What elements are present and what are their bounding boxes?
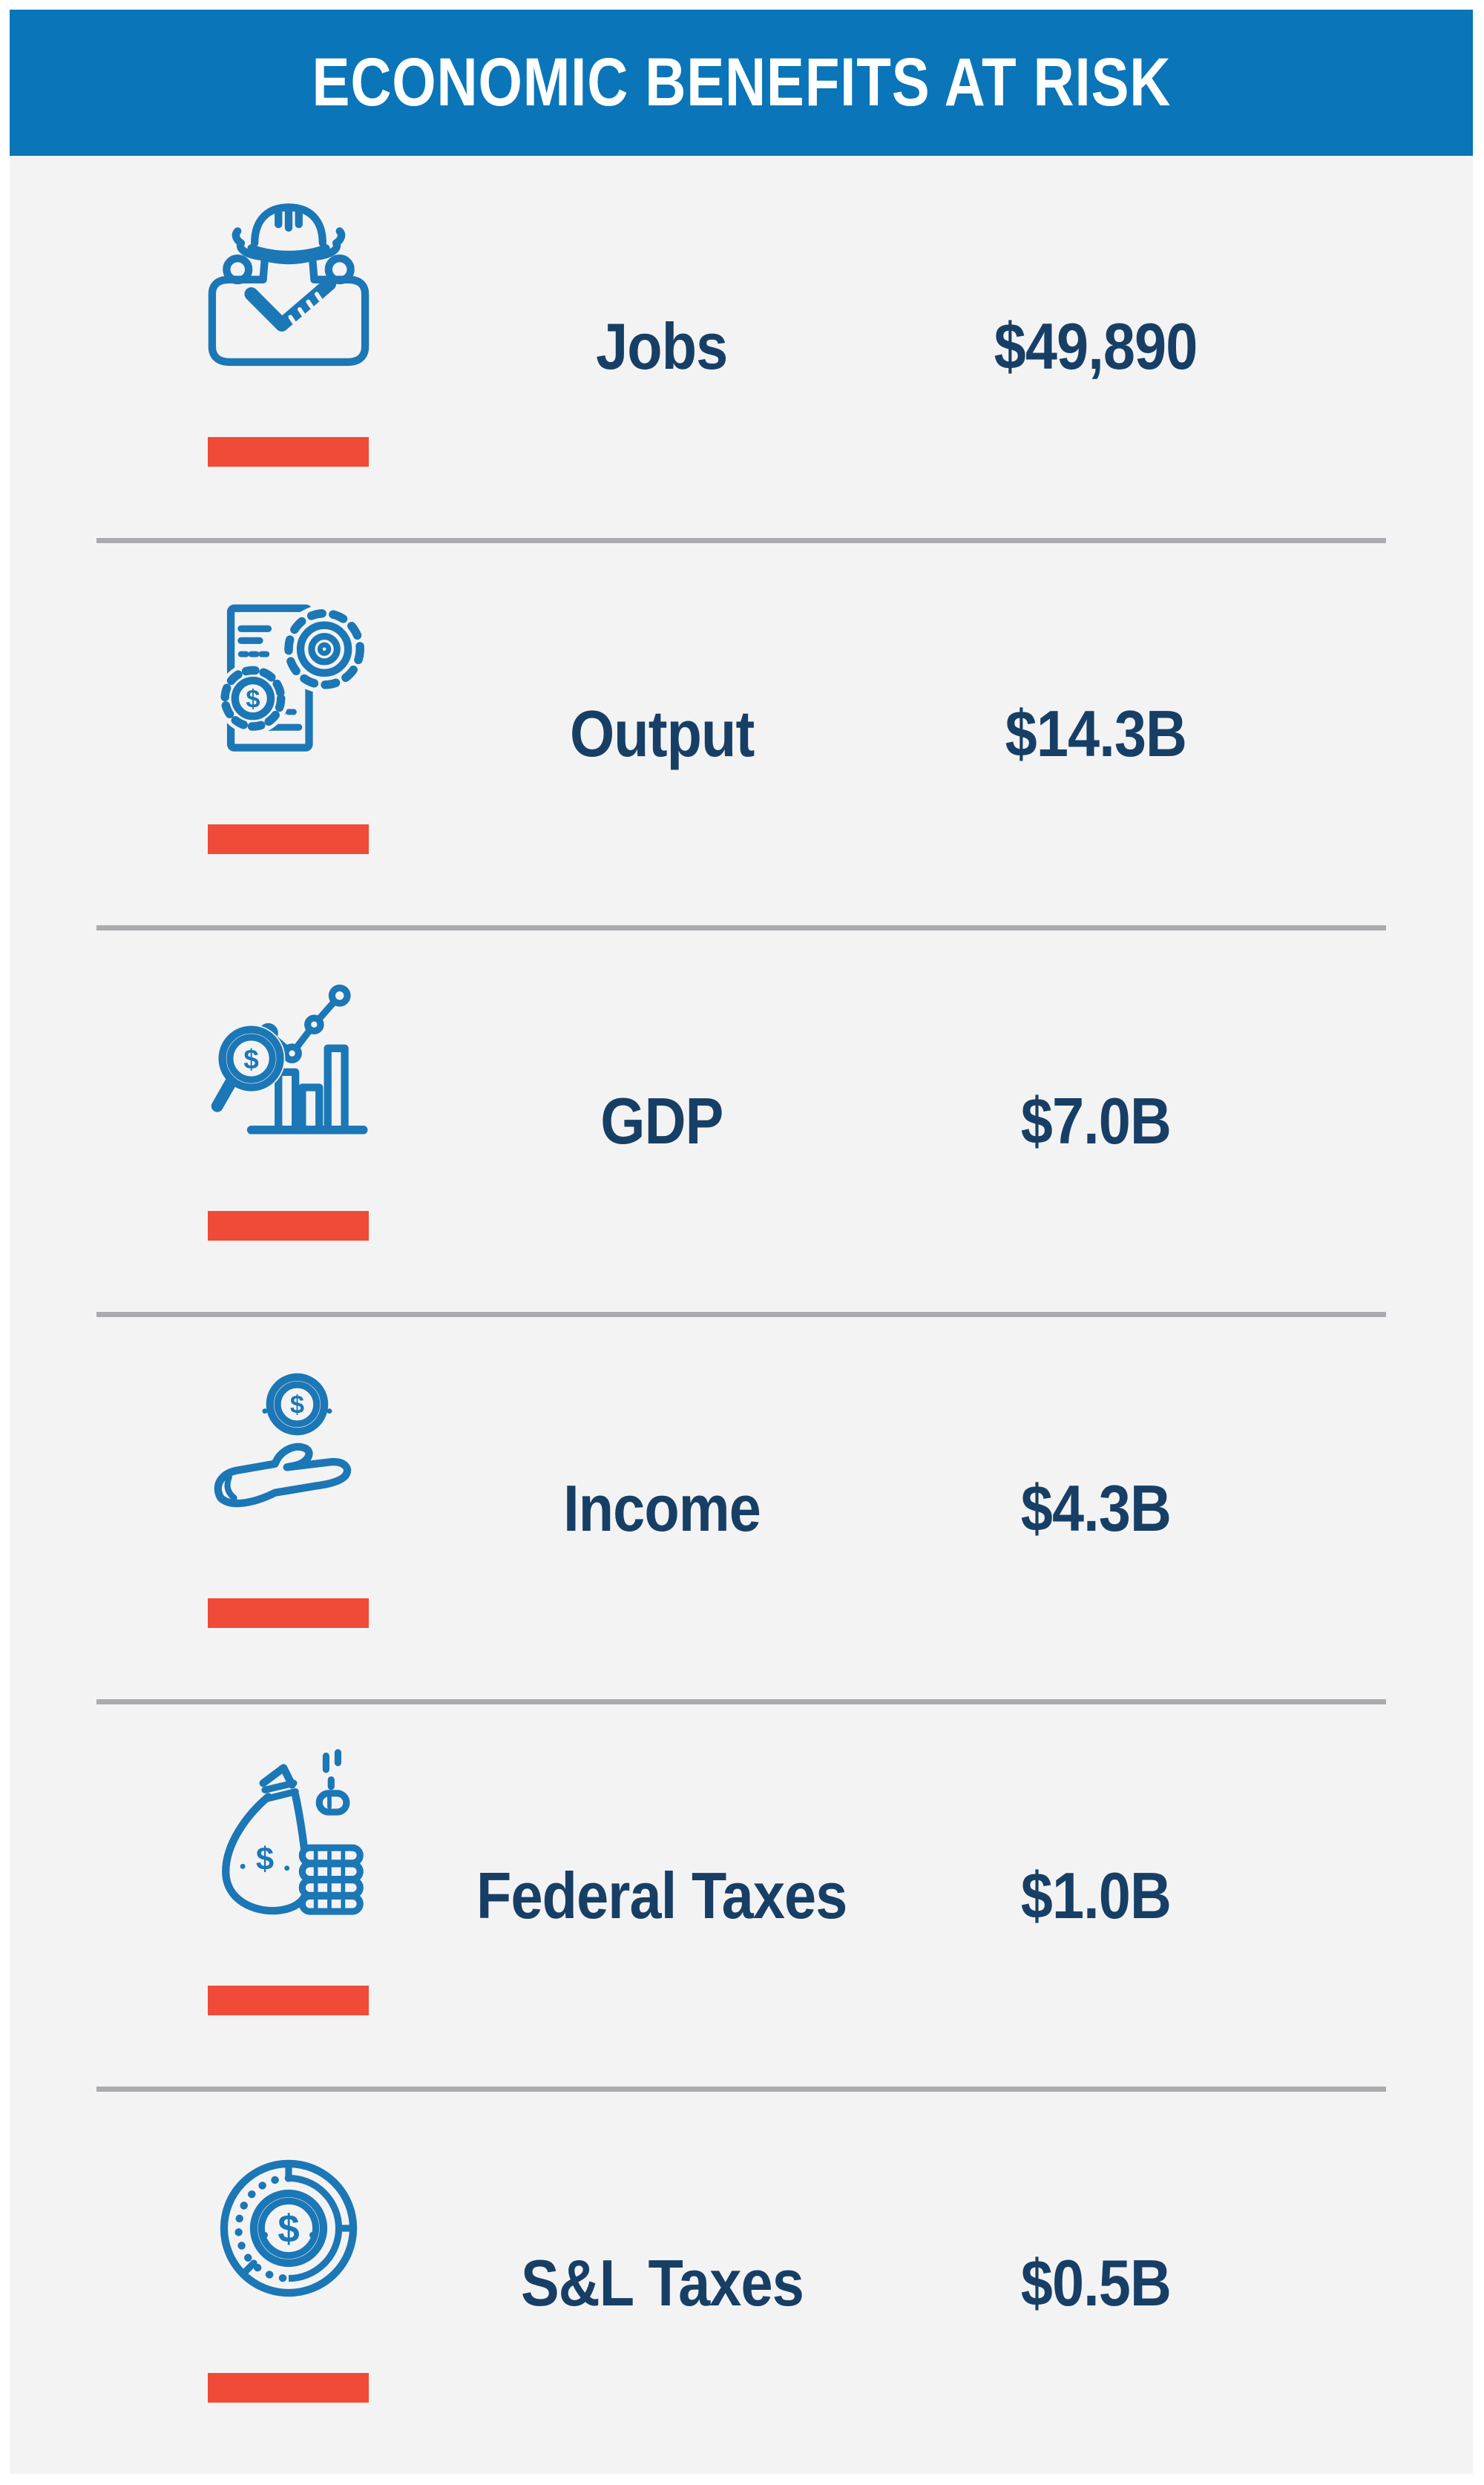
- row-icon-block: $: [208, 543, 369, 925]
- table-row: $ S&L Taxes $0.5B: [10, 2092, 1473, 2474]
- row-label-cell: Federal Taxes: [369, 1858, 955, 1934]
- row-value-cell: $4.3B: [955, 1471, 1237, 1546]
- hand-coin-icon: $: [207, 1360, 370, 1547]
- rows: Jobs $49,890 $ Output $14.3B: [10, 156, 1473, 2474]
- row-divider: [96, 925, 1386, 930]
- magnifier-bar-chart-icon: $: [211, 984, 368, 1135]
- accent-bar: [208, 2372, 369, 2403]
- row-value: $14.3B: [1005, 697, 1187, 771]
- table-row: $ Output $14.3B: [10, 543, 1473, 925]
- coin-pie-chart-icon: $: [220, 2159, 357, 2297]
- row-label-cell: GDP: [369, 1083, 955, 1159]
- svg-text:$: $: [289, 1391, 303, 1419]
- worker-hard-hat-icon: [208, 203, 369, 367]
- row-divider: [96, 1312, 1386, 1318]
- row-divider: [96, 1699, 1386, 1705]
- svg-text:$: $: [243, 1044, 258, 1074]
- table-row: $ Federal Taxes $1.0B: [10, 1704, 1473, 2087]
- hand-coin-icon: $: [214, 1373, 351, 1508]
- row-label: Output: [569, 697, 755, 771]
- row-value-cell: $0.5B: [955, 2245, 1237, 2321]
- gears-document-icon: $: [217, 604, 369, 752]
- row-label: S&L Taxes: [520, 2245, 804, 2320]
- row-value: $4.3B: [1020, 1471, 1172, 1545]
- table-row: Jobs $49,890: [10, 156, 1473, 538]
- accent-bar: [208, 1598, 369, 1629]
- row-divider: [96, 2087, 1386, 2092]
- header-banner: ECONOMIC BENEFITS AT RISK: [10, 10, 1473, 156]
- row-label: Income: [563, 1471, 761, 1545]
- page-title: ECONOMIC BENEFITS AT RISK: [312, 45, 1171, 120]
- row-label: Jobs: [596, 309, 728, 384]
- row-value-cell: $49,890: [955, 309, 1237, 384]
- row-divider: [96, 537, 1386, 543]
- row-label-cell: Income: [369, 1471, 955, 1546]
- worker-hard-hat-icon: [207, 199, 370, 386]
- row-label-cell: S&L Taxes: [369, 2245, 955, 2321]
- row-value: $1.0B: [1020, 1858, 1172, 1932]
- row-icon-block: $: [208, 1317, 369, 1699]
- accent-bar: [208, 436, 369, 467]
- accent-bar: [208, 1211, 369, 1241]
- row-label-cell: Jobs: [369, 309, 955, 384]
- svg-text:$: $: [255, 1842, 273, 1878]
- row-value-cell: $7.0B: [955, 1083, 1237, 1159]
- svg-text:$: $: [246, 685, 260, 713]
- infographic-card: ECONOMIC BENEFITS AT RISK Jobs $49,890: [10, 10, 1473, 2474]
- row-label: GDP: [600, 1084, 723, 1158]
- accent-bar: [208, 1986, 369, 2016]
- table-row: $ GDP $7.0B: [10, 930, 1473, 1313]
- money-bag-coins-icon: $: [221, 1749, 364, 1915]
- row-icon-block: $: [208, 930, 369, 1313]
- row-value: $49,890: [994, 309, 1198, 384]
- row-value: $0.5B: [1020, 2245, 1172, 2320]
- row-icon-block: $: [208, 2092, 369, 2474]
- svg-text:$: $: [278, 2207, 299, 2251]
- row-icon-block: [208, 156, 369, 538]
- row-value: $7.0B: [1020, 1084, 1172, 1158]
- row-icon-block: $: [208, 1704, 369, 2087]
- coin-pie-chart-icon: $: [207, 2135, 370, 2322]
- row-label: Federal Taxes: [476, 1858, 847, 1932]
- row-value-cell: $1.0B: [955, 1858, 1237, 1934]
- gears-document-icon: $: [207, 586, 370, 773]
- money-bag-coins-icon: $: [207, 1747, 370, 1934]
- magnifier-bar-chart-icon: $: [207, 974, 370, 1161]
- table-row: $ Income $4.3B: [10, 1317, 1473, 1699]
- row-label-cell: Output: [369, 696, 955, 772]
- row-value-cell: $14.3B: [955, 696, 1237, 772]
- accent-bar: [208, 824, 369, 854]
